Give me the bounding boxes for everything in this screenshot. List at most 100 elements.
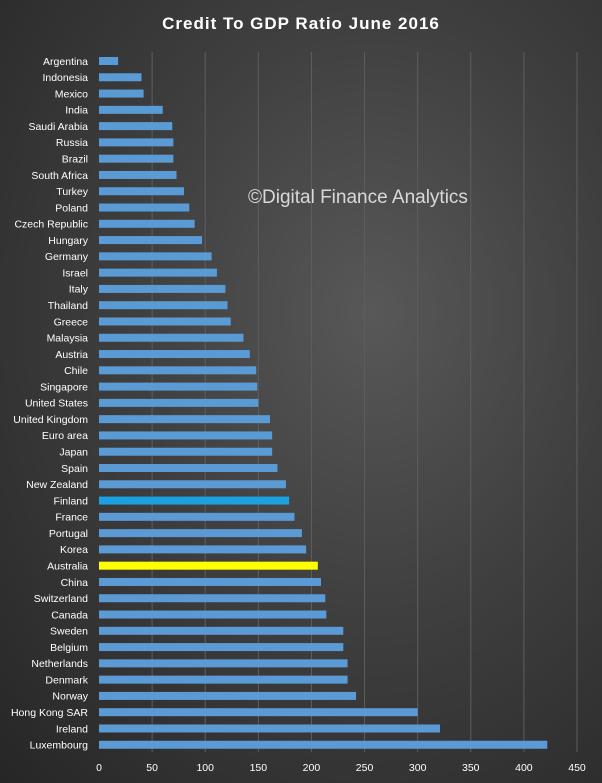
category-label: Argentina (43, 56, 88, 68)
category-label: Italy (69, 284, 89, 296)
bar (99, 464, 278, 472)
bar (99, 643, 344, 652)
x-tick-label: 450 (568, 762, 586, 774)
category-label: Denmark (45, 674, 88, 686)
bar (99, 73, 142, 82)
gridlines (151, 52, 578, 752)
bar (99, 333, 244, 342)
bar (99, 415, 271, 424)
category-label: Finland (54, 495, 89, 507)
category-label: Mexico (55, 88, 88, 100)
category-label: Sweden (50, 626, 88, 638)
bar (99, 398, 259, 407)
x-tick-label: 150 (250, 762, 268, 774)
category-label: Indonesia (42, 72, 88, 84)
chart-title: Credit To GDP Ratio June 2016 (162, 14, 440, 33)
bar (99, 301, 228, 310)
category-label: Hungary (48, 235, 88, 247)
category-label: China (61, 577, 89, 589)
bar (99, 219, 195, 228)
bar (99, 154, 174, 163)
bar (99, 431, 273, 440)
category-label: France (55, 512, 88, 524)
bar (99, 626, 344, 635)
category-label: Germany (45, 251, 89, 263)
category-label: Luxembourg (30, 740, 89, 752)
bar (99, 577, 321, 586)
bar (99, 89, 144, 98)
category-label: Hong Kong SAR (11, 707, 88, 719)
category-label: Greece (54, 316, 89, 328)
bar (99, 545, 307, 554)
bar (99, 447, 273, 456)
category-label: Thailand (48, 300, 88, 312)
category-label: South Africa (31, 170, 88, 182)
category-label: Turkey (56, 186, 88, 198)
x-tick-label: 0 (96, 762, 102, 774)
category-label: Israel (62, 267, 88, 279)
category-label: United Kingdom (13, 414, 88, 426)
bar (99, 708, 418, 717)
bar (99, 138, 174, 147)
category-label: Norway (52, 691, 88, 703)
bar (99, 236, 203, 245)
category-label: Portugal (49, 528, 88, 540)
category-label: Japan (59, 447, 88, 459)
category-label: Czech Republic (14, 219, 88, 231)
bar (99, 691, 357, 700)
bar (99, 268, 217, 277)
category-label: Ireland (56, 723, 88, 735)
bar (99, 512, 295, 521)
watermark: ©Digital Finance Analytics (248, 187, 468, 208)
bar (99, 561, 318, 570)
category-label: Russia (56, 137, 88, 149)
bar (99, 170, 177, 179)
category-label: Poland (55, 202, 88, 214)
bar (99, 740, 548, 749)
x-tick-label: 100 (196, 762, 214, 774)
bar (99, 350, 250, 359)
bar (99, 496, 290, 505)
bar (99, 105, 163, 114)
bar (99, 659, 348, 668)
bar (99, 594, 326, 603)
category-label: Saudi Arabia (28, 121, 88, 133)
x-tick-label: 250 (356, 762, 374, 774)
bar (99, 382, 258, 391)
bar (99, 317, 231, 326)
category-label: India (65, 105, 88, 117)
bar (99, 122, 173, 131)
bar (99, 366, 257, 375)
x-tick-label: 50 (146, 762, 158, 774)
x-axis-ticks: 0 50 100 150 200 250 300 350 400 450 (96, 762, 586, 774)
x-tick-label: 200 (303, 762, 321, 774)
x-tick-label: 350 (462, 762, 480, 774)
category-label: Malaysia (47, 333, 89, 345)
category-label: Australia (47, 560, 88, 572)
category-label: Netherlands (31, 658, 88, 670)
category-label: Brazil (62, 153, 88, 165)
category-labels: Argentina Indonesia Mexico India Saudi Arabi… (11, 56, 89, 752)
bar (99, 529, 302, 538)
category-label: Euro area (42, 430, 88, 442)
category-label: Belgium (50, 642, 88, 654)
category-label: Switzerland (34, 593, 88, 605)
x-tick-label: 400 (515, 762, 533, 774)
category-label: Spain (61, 463, 88, 475)
bar (99, 187, 184, 196)
bar (99, 610, 327, 619)
bar (99, 724, 440, 733)
bars (99, 57, 548, 749)
bar (99, 252, 212, 261)
bar (99, 57, 119, 65)
category-label: Singapore (40, 381, 88, 393)
category-label: Korea (60, 544, 88, 556)
bar (99, 203, 190, 212)
category-label: United States (25, 398, 88, 410)
bar (99, 284, 226, 293)
category-label: Chile (64, 365, 88, 377)
category-label: Canada (51, 609, 88, 621)
category-label: New Zealand (26, 479, 88, 491)
category-label: Austria (55, 349, 88, 361)
